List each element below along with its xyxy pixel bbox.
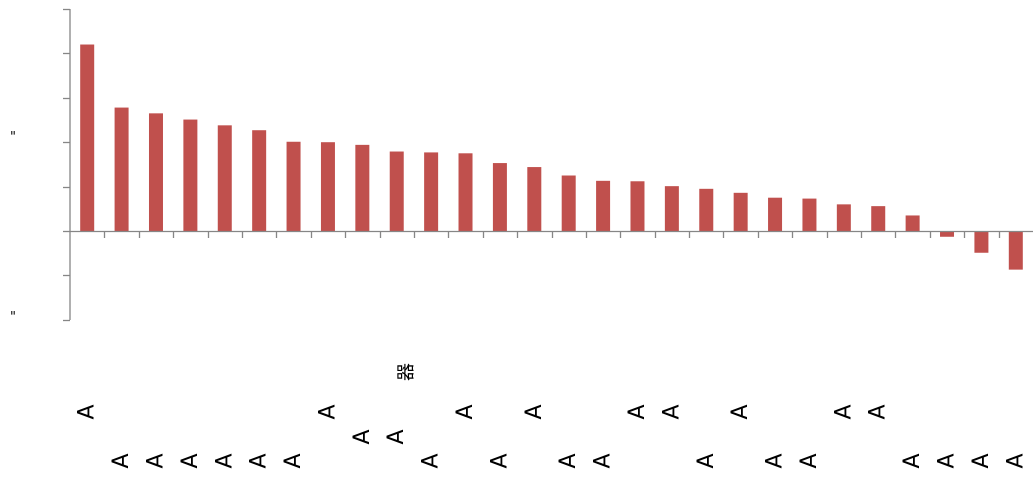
bar [664,186,679,231]
x-tick-label: A [694,453,719,468]
x-tick-label: A [591,453,616,468]
x-tick-label: A [900,453,925,468]
bar [905,215,920,231]
bar [355,144,370,231]
y-axis [63,8,71,322]
bar [699,188,714,231]
x-tick-label: A [453,404,478,419]
y-tick-label-upper: " [10,130,16,145]
bar [217,125,232,231]
bar [286,141,301,231]
x-tick-label: A [1003,453,1028,468]
bar [424,152,439,231]
bars [80,44,1023,270]
x-tick-label: A [797,453,822,468]
x-tick-label: A [763,453,788,468]
x-tick-label: A [419,453,444,468]
x-axis [70,230,1033,238]
x-tick-label: A [522,404,547,419]
bar [389,151,404,231]
bar [148,113,163,231]
x-tick-label: A [935,453,960,468]
x-tick-label: A [384,429,409,444]
x-tick-label: A [728,404,753,419]
x-axis-title: 器 [396,363,417,381]
bar [458,153,473,231]
bar [768,197,783,231]
x-tick-label: A [866,404,891,419]
x-tick-label: A [212,453,237,468]
bar [527,167,542,231]
x-tick-label: A [75,404,100,419]
bar [974,231,989,253]
x-tick-label: A [556,453,581,468]
x-tick-label: A [109,453,134,468]
x-tick-label: A [350,429,375,444]
bar [836,204,851,231]
y-tick-label-lower: " [10,310,16,325]
bar [80,44,95,231]
x-tick-label: A [281,453,306,468]
bar [183,119,198,231]
bar [1008,231,1023,270]
x-tick-label: A [247,453,272,468]
bar [733,192,748,231]
x-tick-label: A [315,404,340,419]
bar [871,206,886,231]
bar [596,180,611,231]
x-tick-label: A [144,453,169,468]
x-tick-label: A [969,453,994,468]
bar [802,198,817,231]
x-tick-label: A [625,404,650,419]
bar [561,175,576,231]
x-tick-label: A [831,404,856,419]
bar [252,130,267,231]
x-tick-label: A [659,404,684,419]
x-tick-label: A [487,453,512,468]
bar [320,142,335,231]
bar [114,107,129,231]
bar [630,181,645,231]
x-tick-label: A [178,453,203,468]
bar [492,163,507,231]
bar [940,231,955,237]
